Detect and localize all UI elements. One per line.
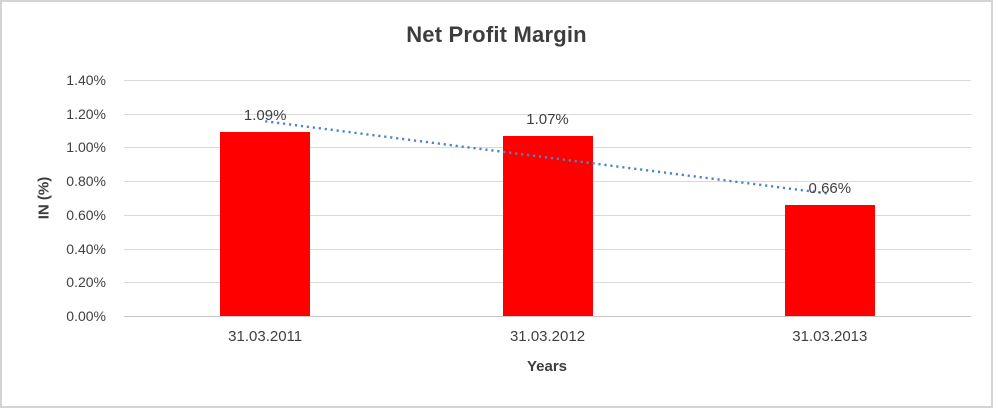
y-tick-label: 0.20% [66, 274, 106, 291]
x-axis-line [124, 316, 971, 317]
y-tick-label: 1.00% [66, 139, 106, 156]
trendline [265, 120, 830, 195]
x-axis-title: Years [526, 358, 568, 375]
y-tick-label: 0.60% [66, 206, 106, 223]
y-tick-label: 0.00% [66, 308, 106, 324]
y-tick-label: 1.40% [66, 72, 106, 88]
plot-area: 1.09% 1.07% 0.66% [124, 80, 971, 317]
x-tick-label: 31.03.2013 [792, 328, 868, 345]
bar-31.03.2013 [784, 204, 875, 316]
chart-title: Net Profit Margin [406, 22, 587, 47]
gridline [124, 113, 971, 115]
data-label: 1.09% [243, 107, 287, 125]
gridline [124, 80, 971, 81]
y-tick-label: 0.80% [66, 173, 106, 190]
y-tick-label: 1.20% [66, 105, 106, 122]
data-label: 1.07% [526, 110, 569, 128]
x-tick-label: 31.03.2011 [228, 328, 303, 345]
x-tick-label: 31.03.2012 [509, 328, 586, 345]
bar-31.03.2011 [220, 132, 311, 316]
y-tick-label: 0.40% [66, 240, 106, 257]
bar-31.03.2012 [502, 135, 593, 316]
data-label: 0.66% [808, 179, 852, 197]
